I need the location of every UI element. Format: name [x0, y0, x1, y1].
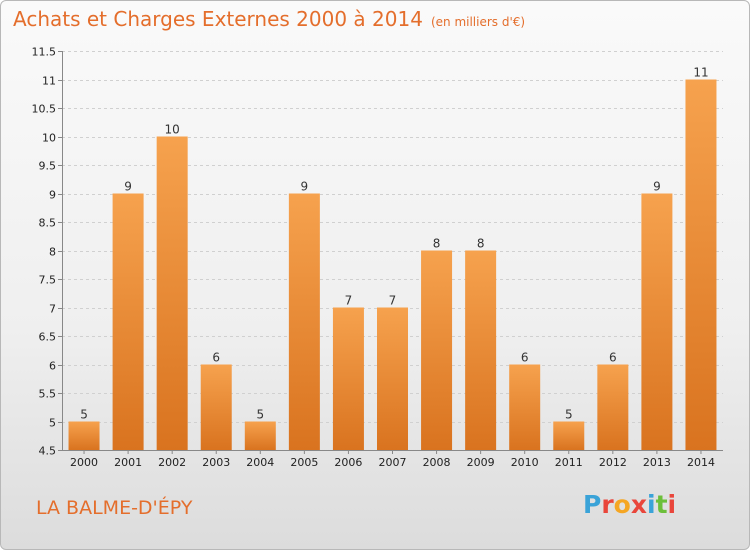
- y-tick-label: 6.5: [39, 331, 57, 344]
- bar-value-label: 5: [80, 408, 88, 422]
- bar: [685, 79, 717, 450]
- bar: [288, 193, 320, 450]
- bar: [112, 193, 144, 450]
- axis-layer: 4.5 5 5.5 6 6.5 7 7.5 8 8.5 9 9.5 10 10.5 11 11.5 2000 2…: [32, 46, 723, 469]
- chart-title-text: Achats et Charges Externes 2000 à 2014: [13, 7, 423, 31]
- bar-value-label: 5: [565, 408, 573, 422]
- y-tick-label: 6: [49, 360, 56, 373]
- label-layer: 5 9 10 6 5 9 7 7 8 8 6 5 6 9 11: [80, 66, 708, 422]
- y-tick-label: 8: [49, 246, 56, 259]
- bar: [421, 250, 453, 450]
- bar-value-label: 5: [256, 408, 264, 422]
- bar: [597, 364, 629, 450]
- y-tick-label: 8.5: [39, 217, 57, 230]
- x-tick-label: 2003: [202, 456, 230, 469]
- y-tick-label: 4.5: [39, 445, 57, 458]
- x-tick-label: 2005: [290, 456, 318, 469]
- chart-unit: (en milliers d'€): [430, 15, 526, 29]
- y-tick-label: 11.5: [32, 46, 57, 59]
- proxiti-logo: Proxiti: [583, 490, 677, 519]
- bar-value-label: 7: [345, 294, 353, 308]
- x-tick-label: 2011: [555, 456, 583, 469]
- x-tick-label: 2014: [687, 456, 715, 469]
- x-tick-label: 2006: [334, 456, 362, 469]
- bar: [377, 307, 408, 450]
- bar-value-label: 11: [693, 66, 708, 80]
- bar: [641, 193, 673, 450]
- bar-value-label: 6: [521, 351, 529, 365]
- bar: [244, 421, 276, 450]
- bar-value-label: 6: [609, 351, 617, 365]
- bar-value-label: 9: [653, 180, 661, 194]
- x-tick-label: 2013: [643, 456, 671, 469]
- y-tick-label: 10.5: [32, 103, 57, 116]
- x-tick-label: 2007: [379, 456, 407, 469]
- y-tick-label: 5: [49, 417, 56, 430]
- bar: [509, 364, 541, 450]
- x-tick-label: 2010: [511, 456, 539, 469]
- bar: [68, 421, 100, 450]
- bar-value-label: 7: [389, 294, 397, 308]
- bar: [553, 421, 585, 450]
- chart-title: Achats et Charges Externes 2000 à 2014 (e…: [13, 7, 525, 31]
- y-tick-label: 11: [42, 75, 56, 88]
- bar: [156, 136, 188, 450]
- x-tick-label: 2012: [599, 456, 627, 469]
- bar: [332, 307, 364, 450]
- bar-value-label: 9: [301, 180, 309, 194]
- x-tick-label: 2009: [467, 456, 495, 469]
- y-tick-label: 7.5: [39, 274, 57, 287]
- bar-value-label: 10: [165, 123, 180, 137]
- x-tick-label: 2002: [158, 456, 186, 469]
- x-tick-label: 2004: [246, 456, 274, 469]
- bar: [465, 250, 497, 450]
- bar-value-label: 8: [477, 237, 485, 251]
- bar-value-label: 9: [124, 180, 132, 194]
- bar-value-label: 8: [433, 237, 441, 251]
- commune-name: LA BALME-D'ÉPY: [36, 497, 193, 519]
- y-tick-label: 10: [42, 132, 56, 145]
- x-tick-label: 2008: [423, 456, 451, 469]
- y-tick-label: 9.5: [39, 160, 57, 173]
- y-tick-label: 7: [49, 303, 56, 316]
- y-tick-label: 5.5: [39, 388, 57, 401]
- bar-layer: [68, 79, 717, 450]
- bar-value-label: 6: [212, 351, 220, 365]
- x-tick-label: 2000: [70, 456, 98, 469]
- y-tick-label: 9: [49, 189, 56, 202]
- bar: [200, 364, 232, 450]
- x-tick-label: 2001: [114, 456, 142, 469]
